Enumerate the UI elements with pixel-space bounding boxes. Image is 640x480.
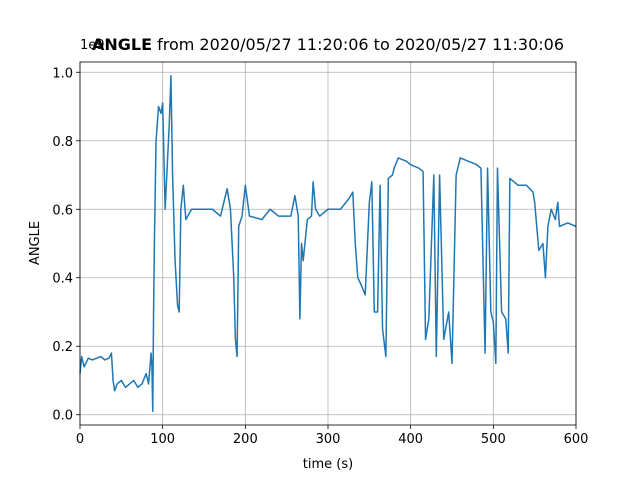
x-tick-label: 300: [316, 432, 341, 447]
x-tick-label: 100: [150, 432, 175, 447]
x-axis-label: time (s): [303, 457, 353, 472]
y-axis-label: ANGLE: [28, 221, 43, 265]
y-tick-label: 0.2: [52, 340, 73, 355]
data-line: [79, 74, 577, 413]
x-tick-label: 0: [76, 432, 84, 447]
y-tick-label: 0.8: [52, 135, 73, 150]
x-tick-label: 500: [481, 432, 506, 447]
x-tick-label: 200: [233, 432, 258, 447]
title-rest: from 2020/05/27 11:20:06 to 2020/05/27 1…: [157, 35, 564, 54]
y-tick-label: 0.0: [52, 409, 73, 424]
y-tick-label: 1.0: [52, 66, 73, 81]
x-tick-label: 400: [398, 432, 423, 447]
y-tick-label: 0.4: [52, 272, 73, 287]
y-tick-label: 0.6: [52, 203, 73, 218]
x-tick-label: 600: [564, 432, 589, 447]
plot-frame: [79, 61, 577, 426]
chart-title: ANGLE from 2020/05/27 11:20:06 to 2020/0…: [92, 35, 564, 54]
offset-text: 1e9: [80, 38, 105, 53]
title-bold: ANGLE: [92, 35, 152, 54]
